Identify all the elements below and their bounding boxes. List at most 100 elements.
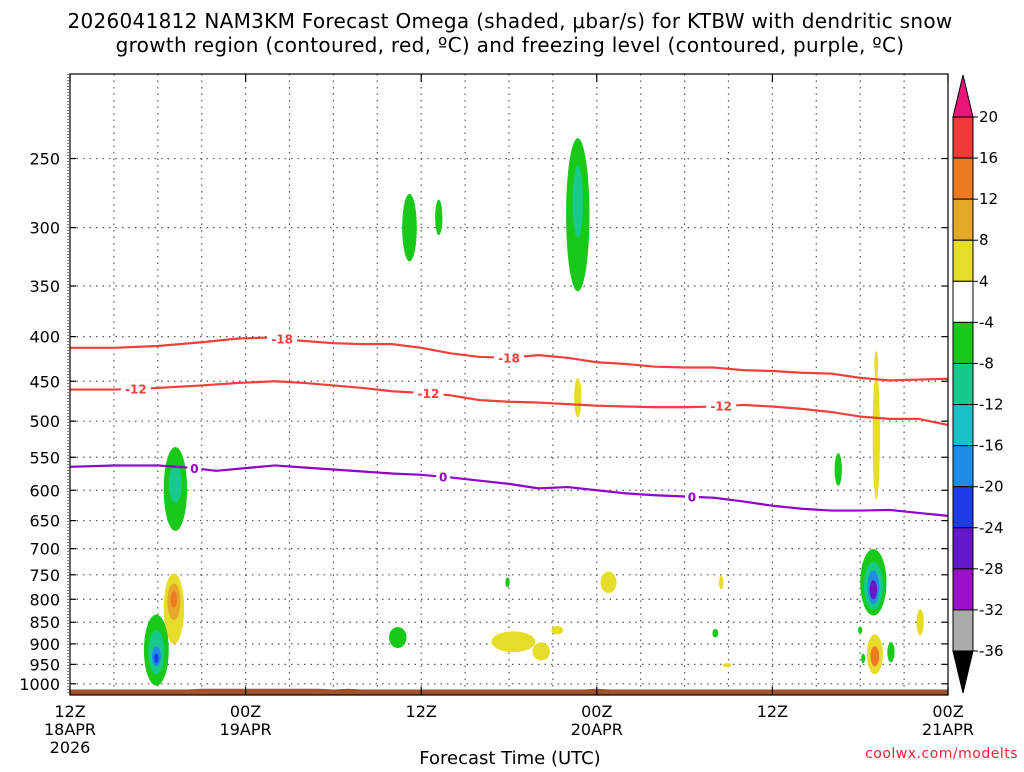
plot-border: [69, 73, 949, 696]
contour-label-bg-1-2: [706, 398, 737, 415]
y-tick-label-600: 600: [29, 481, 60, 500]
contour-label-1-2: -12: [710, 400, 732, 414]
colorbar-tick-label-13: -36: [979, 642, 1004, 660]
contour-line-0: [70, 336, 949, 382]
contour-label-bg-1-0: [120, 380, 151, 397]
omega-feature-21: [712, 628, 719, 638]
omega-feature-25: [874, 351, 879, 378]
omega-shading: [143, 138, 924, 686]
colorbar-tick-label-7: -12: [979, 396, 1004, 414]
y-tick-label-900: 900: [29, 635, 60, 654]
contour-label-bg-0-0: [267, 330, 298, 347]
x-tick-label-0-1: 18APR: [44, 720, 96, 739]
colorbar-bin-7: [952, 404, 974, 447]
colorbar-bin-6: [952, 362, 974, 406]
colorbar-bin-10: [952, 527, 974, 570]
contour-line-2: [69, 464, 949, 517]
omega-feature-20: [718, 575, 724, 590]
ground-terrain: [70, 688, 948, 695]
colorbar-bin-12: [952, 609, 974, 652]
contour-label-0-0: -18: [271, 332, 293, 346]
omega-feature-4: [170, 590, 178, 608]
colorbar-bin-5: [952, 321, 974, 364]
colorbar-tick-label-4: 4: [979, 272, 989, 290]
x-tick-label-3-1: 20APR: [571, 720, 623, 739]
omega-feature-23: [834, 453, 842, 486]
colorbar: 20 16 12 8 4 -4 -8 -12 -16 -20 -24 -28 -32 -36: [952, 74, 1004, 694]
omega-feature-12: [572, 165, 583, 238]
contour-label-0-1: -18: [498, 351, 520, 365]
y-tick-label-400: 400: [29, 328, 60, 347]
y-tick-label-800: 800: [29, 590, 60, 609]
contour-label-1-0: -12: [125, 382, 147, 396]
omega-feature-18: [505, 577, 510, 588]
x-tick-label-5-1: 21APR: [922, 720, 974, 739]
contour-label-bg-2-2: [684, 488, 699, 505]
colorbar-bottom-triangle: [952, 650, 974, 694]
chart-title-line1: 2026041812 NAM3KM Forecast Omega (shaded…: [67, 9, 952, 33]
contour-line-1: [70, 380, 949, 427]
colorbar-tick-label-3: 8: [979, 231, 989, 249]
x-tick-label-1-1: 19APR: [220, 720, 272, 739]
y-tick-label-300: 300: [29, 219, 60, 238]
omega-feature-1: [168, 465, 182, 503]
colorbar-tick-label-8: -16: [979, 437, 1004, 455]
contour-label-2-2: 0: [688, 490, 696, 504]
y-axis-ticks: 250 300 350 400 450 500 550 600 650 700 750 800 850 9…: [19, 150, 948, 694]
colorbar-tick-label-5: -4: [979, 313, 994, 331]
omega-feature-35: [916, 609, 924, 636]
colorbar-tick-label-0: 20: [979, 108, 998, 126]
x-tick-label-3-0: 00Z: [581, 702, 612, 721]
x-tick-label-0-2: 2026: [50, 738, 91, 757]
y-tick-label-750: 750: [29, 566, 60, 585]
colorbar-tick-label-10: -24: [979, 519, 1004, 537]
credit-text: coolwx.com/modelts: [865, 746, 1018, 762]
omega-feature-16: [532, 642, 550, 661]
colorbar-top-triangle: [952, 74, 974, 118]
omega-feature-22: [722, 663, 732, 668]
omega-feature-10: [435, 199, 443, 236]
y-tick-label-950: 950: [29, 655, 60, 674]
omega-feature-24: [872, 372, 880, 500]
omega-feature-30: [869, 580, 878, 600]
contour-label-bg-0-1: [494, 349, 524, 366]
x-tick-label-0-0: 12Z: [54, 702, 85, 721]
y-tick-label-500: 500: [29, 412, 60, 431]
omega-feature-13: [574, 378, 582, 418]
y-tick-label-850: 850: [29, 613, 60, 632]
colorbar-bin-0: [952, 116, 974, 159]
x-tick-label-1-0: 00Z: [230, 702, 261, 721]
colorbar-bin-2: [952, 198, 974, 241]
omega-feature-14: [389, 626, 407, 649]
y-tick-label-700: 700: [29, 540, 60, 559]
x-tick-label-2-0: 12Z: [406, 702, 437, 721]
colorbar-bin-8: [952, 445, 974, 488]
y-tick-label-350: 350: [29, 277, 60, 296]
colorbar-tick-label-9: -20: [979, 478, 1004, 496]
y-tick-label-450: 450: [29, 372, 60, 391]
colorbar-bin-3: [952, 239, 974, 282]
y-tick-label-550: 550: [29, 448, 60, 467]
omega-feature-32: [870, 646, 880, 667]
y-tick-label-650: 650: [29, 512, 60, 531]
contour-label-2-1: 0: [439, 470, 447, 484]
colorbar-bin-9: [952, 486, 974, 529]
colorbar-bin-4: [952, 280, 974, 323]
colorbar-tick-label-11: -28: [979, 560, 1004, 578]
contour-label-bg-1-1: [413, 385, 444, 402]
x-tick-label-4-0: 12Z: [757, 702, 788, 721]
chart-title-line2: growth region (contoured, red, ºC) and f…: [116, 33, 905, 57]
temperature-contours: -18 -18 -12 -12 -12 0 0 0: [69, 330, 949, 517]
omega-feature-33: [887, 642, 895, 663]
colorbar-bin-1: [952, 157, 974, 200]
omega-feature-26: [858, 626, 863, 634]
y-tick-label-1000: 1000: [19, 675, 60, 694]
y-tick-label-250: 250: [29, 150, 60, 169]
colorbar-tick-label-12: -32: [979, 601, 1004, 619]
colorbar-tick-label-2: 12: [979, 190, 998, 208]
plot-frame: [67, 73, 949, 696]
contour-label-1-1: -12: [418, 387, 440, 401]
